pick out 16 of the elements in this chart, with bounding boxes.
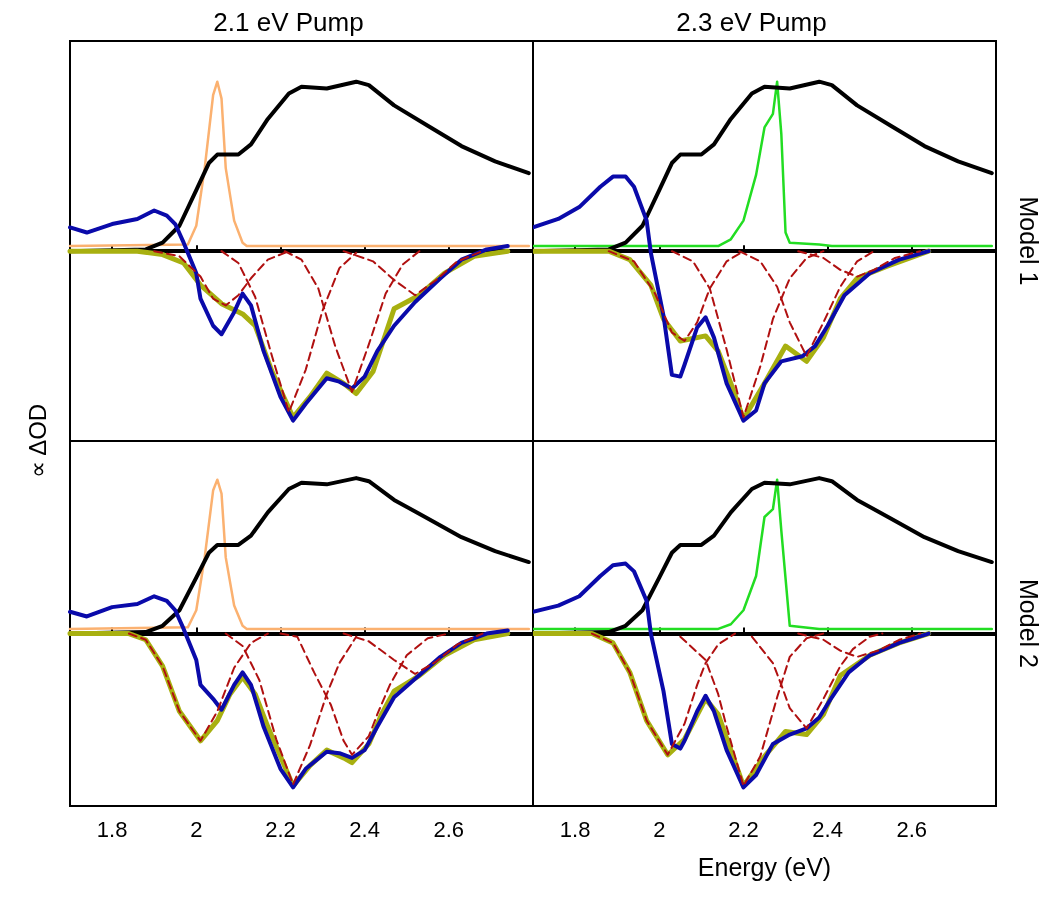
x-tick-label: 1.8	[559, 816, 591, 842]
x-tick-label: 2	[653, 816, 666, 842]
x-tick-label: 2.6	[896, 816, 928, 842]
y-axis-title: ∝ ΔOD	[24, 403, 52, 479]
y2-axis-title: Model 1	[1015, 196, 1043, 286]
x-tick-label: 2.2	[265, 816, 296, 842]
x-tick-label: 1.8	[96, 816, 128, 842]
chart-title: 2.1 eV Pump	[213, 7, 364, 37]
x-tick-label: 2.6	[433, 816, 465, 842]
x-tick-label: 2	[190, 816, 203, 842]
chart-title: 2.3 eV Pump	[676, 7, 827, 37]
x-tick-label: 2.2	[728, 816, 759, 842]
x-axis-title: Energy (eV)	[697, 852, 832, 881]
x-tick-label: 2.4	[349, 816, 380, 842]
x-tick-label: 2.4	[812, 816, 843, 842]
y2-axis-title: Model 2	[1015, 579, 1043, 668]
